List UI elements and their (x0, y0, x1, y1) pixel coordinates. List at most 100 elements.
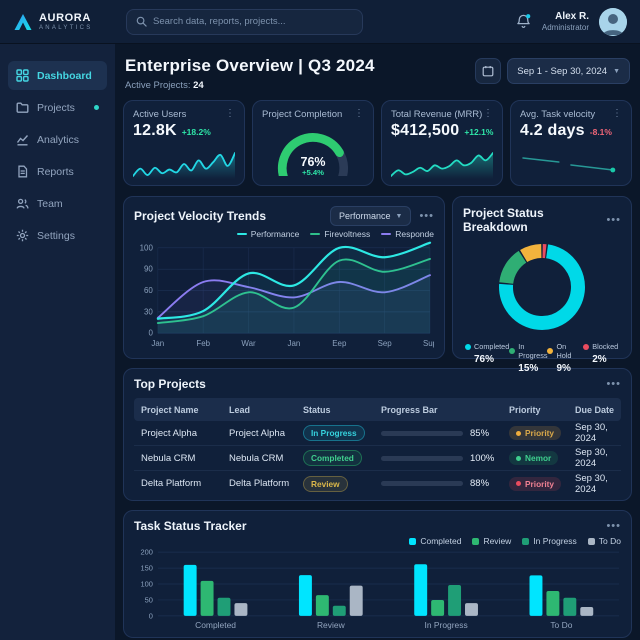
kebab-menu-icon[interactable]: ••• (606, 377, 621, 390)
chevron-down-icon: ▼ (395, 212, 403, 220)
page-header: Enterprise Overview | Q3 2024 Active Pro… (123, 56, 632, 91)
legend-item: Performance (236, 229, 299, 239)
sidebar-item-projects[interactable]: Projects (8, 93, 107, 122)
kpi-card-project-completion: Project Completion ⋮ 76% +5.4% (252, 100, 374, 186)
segment-percent: 2% (592, 354, 607, 365)
kpi-row: Active Users ⋮ 12.8K +18.2% Project Comp… (123, 100, 632, 186)
dashboard-grid-icon (16, 69, 29, 82)
brand-subtitle: ANALYTICS (39, 25, 93, 31)
project-name: Delta Platform (141, 478, 202, 489)
sidebar-label: Analytics (37, 133, 80, 146)
sidebar-item-team[interactable]: Team (8, 189, 107, 218)
table-row[interactable]: Project Alpha Project Alpha In Progress … (134, 421, 621, 446)
progress-cell: 100% (381, 453, 509, 464)
svg-text:30: 30 (144, 307, 153, 316)
project-lead: Project Alpha (229, 427, 285, 439)
performance-filter-dropdown[interactable]: Performance ▼ (329, 206, 412, 226)
sidebar-item-dashboard[interactable]: Dashboard (8, 61, 107, 90)
velocity-trends-panel: Project Velocity Trends Performance ▼ ••… (123, 196, 445, 359)
panel-title: Task Status Tracker (134, 519, 247, 533)
svg-text:Feb: Feb (196, 339, 210, 348)
table-row[interactable]: Delta Platform Delta Platform Review 88%… (134, 471, 621, 496)
notification-dot (94, 105, 99, 110)
sparkline-chart (391, 152, 493, 179)
page-title: Enterprise Overview | Q3 2024 (125, 56, 375, 75)
kpi-change: +18.2% (181, 127, 211, 137)
panel-title: Project Velocity Trends (134, 209, 267, 223)
sidebar-item-settings[interactable]: Settings (8, 221, 107, 250)
svg-text:Eep: Eep (332, 339, 347, 348)
sidebar-label: Projects (37, 101, 75, 114)
avatar-image (599, 7, 627, 36)
legend-item: Responde (381, 229, 434, 239)
kebab-menu-icon[interactable]: ••• (606, 519, 621, 532)
kpi-title: Project Completion (262, 109, 343, 120)
notification-bell-icon[interactable] (515, 13, 532, 30)
svg-text:Sup: Sup (423, 339, 434, 348)
legend-item: On Hold 9% (547, 342, 583, 374)
priority-badge: Nemor (509, 451, 559, 465)
svg-text:War: War (241, 339, 256, 348)
legend-marker (310, 232, 321, 236)
sidebar-label: Reports (37, 165, 74, 178)
sidebar-label: Team (37, 197, 63, 210)
sidebar-item-reports[interactable]: Reports (8, 157, 107, 186)
calendar-icon (482, 66, 494, 77)
people-icon (16, 198, 29, 209)
legend-marker (522, 537, 530, 545)
kpi-card-task-velocity: Avg. Task velocity ⋮ 4.2 days -8.1% (510, 100, 632, 186)
sidebar-item-analytics[interactable]: Analytics (8, 125, 107, 154)
status-breakdown-panel: Project Status Breakdown ••• Completed 7… (452, 196, 632, 374)
kebab-menu-icon[interactable]: ⋮ (483, 108, 493, 119)
legend-item: Completed (409, 536, 461, 546)
panel-title: Top Projects (134, 377, 206, 391)
donut-legend: Completed 76% In Progress 15% On Hold 9%… (463, 342, 621, 374)
user-role: Administrator (541, 23, 589, 32)
priority-badge: Priority (509, 426, 562, 440)
gauge-value: 76% (301, 155, 326, 169)
search-icon (136, 16, 147, 27)
progress-cell: 88% (381, 478, 509, 489)
status-badge: Completed (303, 450, 362, 466)
date-controls: Sep 1 - Sep 30, 2024 ▼ (475, 58, 630, 84)
user-avatar[interactable] (599, 7, 627, 36)
svg-text:Completed: Completed (195, 620, 236, 630)
gear-icon (16, 229, 29, 242)
calendar-button[interactable] (475, 58, 502, 84)
kpi-title: Avg. Task velocity (520, 109, 596, 120)
task-tracker-panel: Task Status Tracker ••• Completed Review… (123, 510, 632, 638)
aurora-logo-icon (14, 13, 32, 30)
charts-row: Project Velocity Trends Performance ▼ ••… (123, 196, 632, 374)
task-bar-chart: 200 150 100 50 0 Completed Review In Progress To… (140, 548, 620, 630)
svg-text:150: 150 (140, 564, 152, 573)
table-row[interactable]: Nebula CRM Nebula CRM Completed 100% Nem… (134, 446, 621, 471)
svg-text:50: 50 (145, 595, 153, 604)
kpi-title: Active Users (133, 109, 187, 120)
sidebar-label: Settings (37, 229, 75, 242)
kebab-menu-icon[interactable]: ⋮ (612, 108, 622, 119)
legend-item: To Do (587, 536, 621, 546)
document-icon (18, 165, 28, 178)
legend-item: Firevoltness (310, 229, 370, 239)
global-search[interactable] (126, 8, 363, 35)
user-name: Alex R. (555, 11, 589, 22)
kpi-title: Total Revenue (MRR) (391, 109, 483, 120)
svg-text:To Do: To Do (550, 620, 572, 630)
svg-text:100: 100 (140, 580, 152, 589)
date-range-selector[interactable]: Sep 1 - Sep 30, 2024 ▼ (507, 58, 630, 84)
kebab-menu-icon[interactable]: ⋮ (354, 108, 364, 119)
legend-marker (587, 537, 595, 545)
legend-marker (583, 343, 590, 350)
project-name: Nebula CRM (141, 452, 196, 464)
kebab-menu-icon[interactable]: ⋮ (225, 108, 235, 119)
svg-text:0: 0 (149, 611, 153, 620)
svg-text:90: 90 (144, 265, 153, 274)
kpi-change: -8.1% (589, 127, 612, 137)
search-input[interactable] (153, 16, 353, 27)
kebab-menu-icon[interactable]: ••• (419, 209, 434, 222)
kebab-menu-icon[interactable]: ••• (606, 213, 621, 226)
kpi-card-active-users: Active Users ⋮ 12.8K +18.2% (123, 100, 245, 186)
kpi-value: $412,500 (391, 122, 460, 139)
velocity-legend: Performance Firevoltness Responde (134, 229, 434, 239)
progress-cell: 85% (381, 428, 509, 439)
